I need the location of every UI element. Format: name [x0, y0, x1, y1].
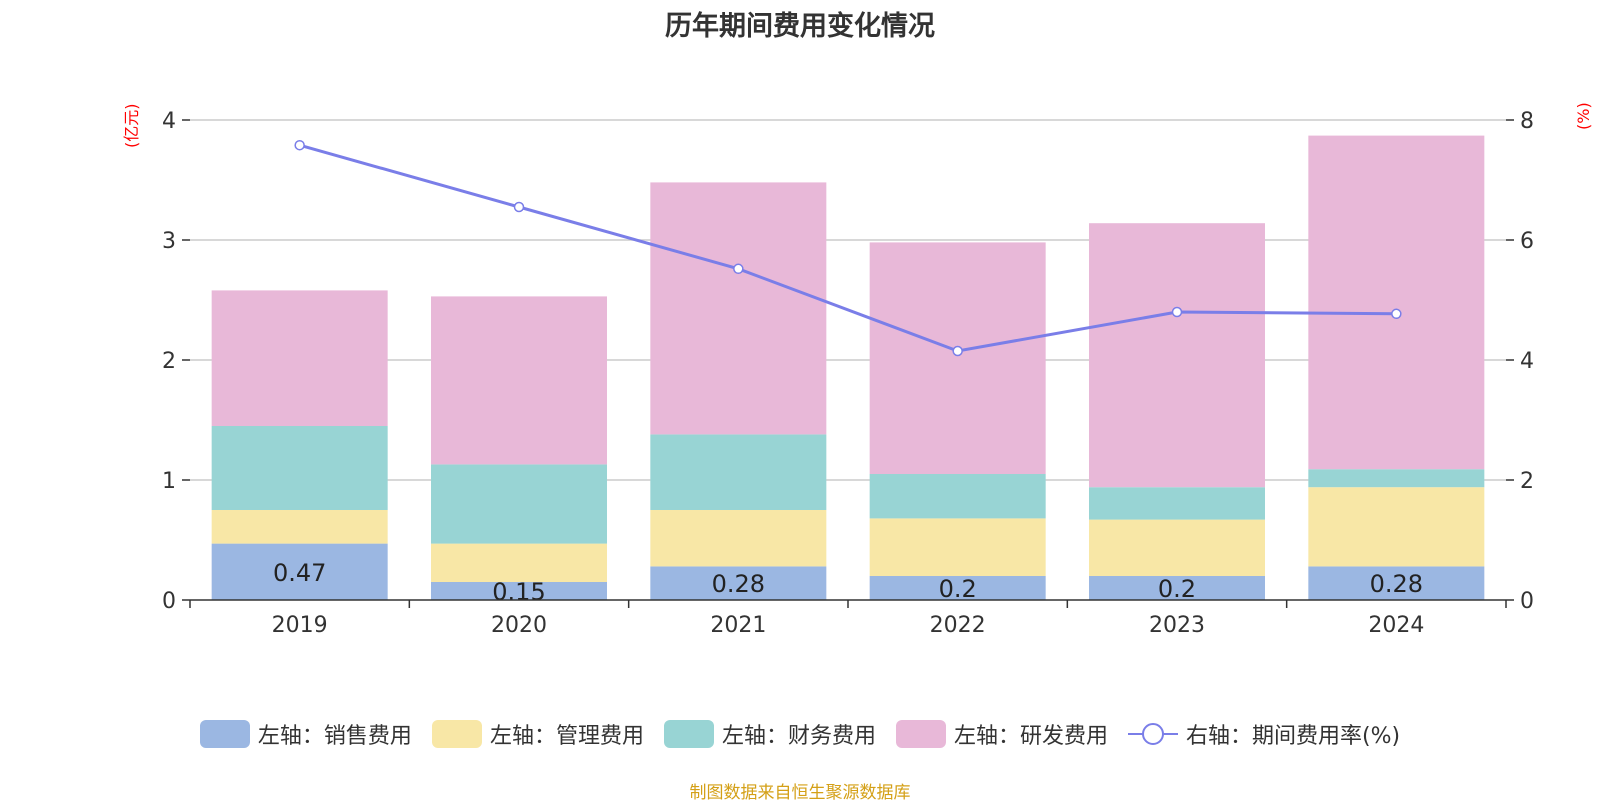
x-axis-tick-label: 2024 [1368, 613, 1424, 638]
rate-point [1391, 308, 1402, 320]
legend-item[interactable]: 左轴：管理费用 [431, 718, 644, 750]
stacked-bar-line-chart: 0 1 2 3 4 0 2 4 6 8 0.47 0.15 0.28 0.2 0.2 0.28 2019 2020… [162, 109, 1534, 638]
legend-item[interactable]: 右轴：期间费用率(%) [1127, 718, 1401, 750]
rate-point [1171, 306, 1183, 318]
x-axis-tick-label: 2019 [272, 613, 328, 638]
bar-value-label: 0.28 [1370, 570, 1423, 598]
bar-segment [869, 518, 1046, 576]
bar-segment [650, 566, 827, 600]
legend-item[interactable]: 左轴：销售费用 [199, 718, 412, 750]
bar-segment [211, 543, 388, 600]
bar-segment [869, 474, 1046, 519]
left-axis-tick-label: 3 [162, 229, 176, 254]
bar-segment [211, 510, 388, 544]
bar-value-label: 0.28 [712, 570, 765, 598]
data-source-note: 制图数据来自恒生聚源数据库 [689, 783, 911, 803]
bar-segment [869, 576, 1046, 600]
x-axis-tick-label: 2020 [491, 613, 547, 638]
right-axis-tick-label: 4 [1520, 349, 1534, 374]
bar-segment [431, 296, 607, 465]
x-axis-tick-label: 2021 [710, 613, 766, 638]
bar-segment [211, 290, 388, 426]
left-axis-tick-label: 2 [162, 349, 176, 374]
rate-point [733, 263, 744, 275]
bar-segment [650, 510, 827, 567]
legend-item[interactable]: 左轴：财务费用 [663, 718, 876, 750]
right-axis-tick-label: 0 [1520, 589, 1534, 614]
left-axis-tick-label: 4 [162, 109, 176, 134]
rate-line [299, 143, 1397, 353]
legend-swatch [895, 720, 946, 748]
bar-value-label: 0.15 [492, 578, 545, 606]
rate-point [294, 139, 305, 151]
legend-swatch [199, 720, 250, 748]
right-axis-tick-label: 6 [1520, 229, 1534, 254]
bar-segment [1308, 469, 1485, 488]
bar-segment [1089, 576, 1265, 600]
bar-segment [650, 434, 827, 510]
left-axis-tick-label: 1 [162, 469, 176, 494]
right-axis-tick-label: 8 [1520, 109, 1534, 134]
legend-label: 左轴：销售费用 [257, 724, 412, 749]
bar-segment [1308, 487, 1485, 567]
bar-segment [211, 426, 388, 510]
right-axis-tick-label: 2 [1520, 469, 1534, 494]
bar-value-label: 0.2 [939, 575, 977, 603]
legend-swatch [431, 720, 482, 748]
bar-segment [431, 543, 607, 582]
bar-segment [650, 182, 827, 435]
legend-line-swatch [1127, 723, 1178, 745]
legend-label: 左轴：财务费用 [721, 724, 876, 749]
bar-value-label: 0.47 [273, 559, 326, 587]
bar-segment [431, 464, 607, 544]
rate-point [513, 201, 525, 213]
left-axis-tick-label: 0 [162, 589, 176, 614]
bar-segment [1089, 223, 1265, 488]
bar-segment [1308, 566, 1485, 600]
x-axis-tick-label: 2023 [1149, 613, 1205, 638]
legend-label: 右轴：期间费用率(%) [1185, 724, 1401, 749]
bar-segment [869, 242, 1046, 474]
bar-segment [1308, 135, 1485, 470]
x-axis-tick-label: 2022 [930, 613, 986, 638]
legend-swatch [663, 720, 714, 748]
chart-title: 历年期间费用变化情况 [665, 11, 935, 42]
legend-label: 左轴：研发费用 [953, 724, 1108, 749]
bar-segment [1089, 487, 1265, 520]
chart-legend: 左轴：销售费用 左轴：管理费用 左轴：财务费用 左轴：研发费用 右轴：期间费用率(%) [0, 718, 1600, 750]
legend-item[interactable]: 左轴：研发费用 [895, 718, 1108, 750]
bar-segment [431, 582, 607, 600]
rate-point [952, 345, 963, 357]
bar-value-label: 0.2 [1158, 575, 1196, 603]
bar-segment [1089, 519, 1265, 576]
legend-label: 左轴：管理费用 [489, 724, 644, 749]
